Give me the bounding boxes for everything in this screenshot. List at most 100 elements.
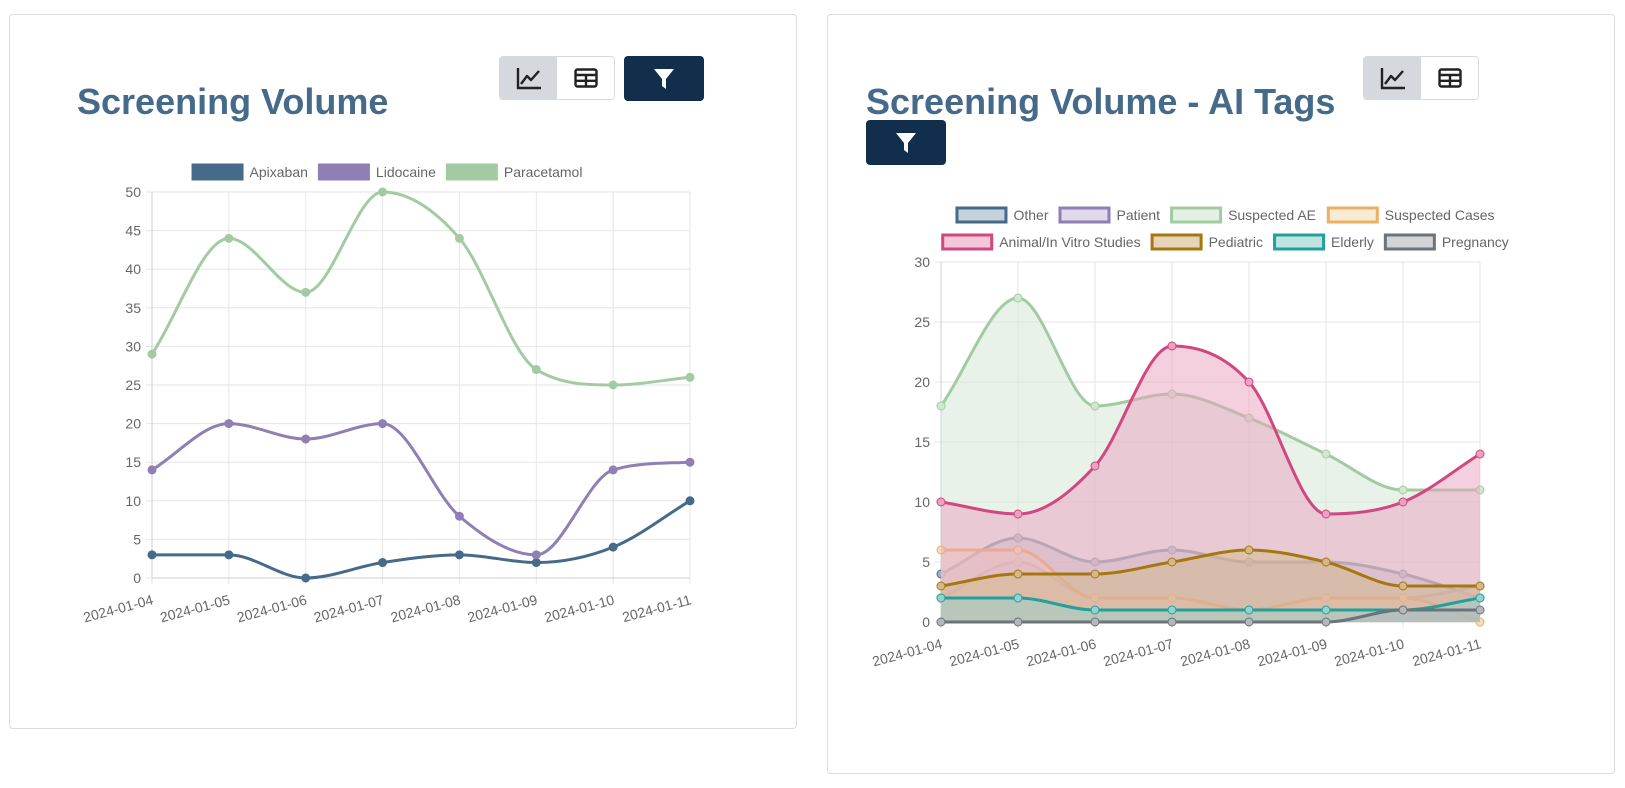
data-point bbox=[1475, 581, 1485, 591]
data-point bbox=[936, 401, 946, 411]
data-point bbox=[1475, 593, 1485, 603]
data-point bbox=[936, 581, 946, 591]
x-tick-label: 2024-01-04 bbox=[870, 635, 944, 669]
filter-button[interactable] bbox=[866, 120, 946, 165]
data-point bbox=[1321, 617, 1331, 627]
data-point bbox=[1013, 509, 1023, 519]
legend-label: Suspected Cases bbox=[1385, 207, 1495, 223]
data-point bbox=[1090, 461, 1100, 471]
legend-item-lidocaine[interactable]: Lidocaine bbox=[317, 163, 436, 181]
legend-swatch bbox=[955, 206, 1008, 224]
x-tick-label: 2024-01-07 bbox=[1101, 635, 1175, 669]
data-point bbox=[454, 233, 464, 243]
legend-swatch bbox=[1273, 233, 1326, 251]
legend-label: Paracetamol bbox=[504, 164, 583, 180]
x-tick-label: 2024-01-08 bbox=[1178, 635, 1252, 669]
data-point bbox=[531, 365, 541, 375]
legend-swatch bbox=[1150, 233, 1203, 251]
series-paracetamol bbox=[147, 187, 695, 390]
ai-tags-card: Screening Volume - AI Tags 0 5 10 15 20 25 30 2… bbox=[827, 14, 1615, 774]
y-tick-label: 40 bbox=[125, 261, 141, 277]
legend-label: Patient bbox=[1116, 207, 1160, 223]
series-animal-in-vitro-studies bbox=[936, 341, 1485, 622]
data-point bbox=[1013, 293, 1023, 303]
data-point bbox=[1475, 605, 1485, 615]
data-point bbox=[147, 465, 157, 475]
legend-label: Apixaban bbox=[250, 164, 308, 180]
legend-swatch bbox=[445, 163, 498, 181]
data-point bbox=[1475, 449, 1485, 459]
series-pediatric bbox=[936, 545, 1485, 622]
data-point bbox=[685, 496, 695, 506]
y-tick-label: 50 bbox=[125, 184, 141, 200]
legend-swatch bbox=[1170, 206, 1223, 224]
legend-item-apixaban[interactable]: Apixaban bbox=[191, 163, 308, 181]
legend-swatch bbox=[941, 233, 994, 251]
series-area-animal-in-vitro-studies bbox=[941, 346, 1480, 622]
legend-swatch bbox=[1326, 206, 1379, 224]
x-tick-label: 2024-01-06 bbox=[1024, 635, 1098, 669]
data-point bbox=[685, 457, 695, 467]
legend-item-elderly[interactable]: Elderly bbox=[1273, 233, 1374, 251]
data-point bbox=[936, 497, 946, 507]
y-tick-label: 15 bbox=[125, 454, 141, 470]
x-tick-label: 2024-01-06 bbox=[235, 591, 309, 625]
x-tick-label: 2024-01-11 bbox=[1410, 635, 1483, 669]
data-point bbox=[1398, 485, 1408, 495]
data-point bbox=[1090, 605, 1100, 615]
data-point bbox=[378, 558, 388, 568]
legend-swatch bbox=[1058, 206, 1111, 224]
data-point bbox=[1321, 449, 1331, 459]
data-point bbox=[147, 550, 157, 560]
series-line-pregnancy bbox=[940, 608, 1480, 624]
x-tick-label: 2024-01-05 bbox=[158, 591, 232, 625]
series-line-animal-in-vitro-studies bbox=[940, 344, 1481, 516]
legend-item-pregnancy[interactable]: Pregnancy bbox=[1383, 233, 1509, 251]
legend-item-suspected-cases[interactable]: Suspected Cases bbox=[1326, 206, 1495, 224]
chart-legend: Apixaban Lidocaine Paracetamol bbox=[191, 163, 583, 181]
table-icon bbox=[1437, 68, 1462, 88]
data-point bbox=[1321, 509, 1331, 519]
data-point bbox=[1321, 557, 1331, 567]
legend-swatch bbox=[1383, 233, 1436, 251]
y-tick-label: 25 bbox=[914, 314, 930, 330]
legend-item-suspected-ae[interactable]: Suspected AE bbox=[1170, 206, 1316, 224]
line-view-button[interactable] bbox=[1364, 57, 1421, 99]
legend-label: Lidocaine bbox=[376, 164, 436, 180]
filter-button[interactable] bbox=[624, 56, 704, 101]
x-tick-label: 2024-01-04 bbox=[81, 591, 155, 625]
legend-swatch bbox=[191, 163, 244, 181]
data-point bbox=[1244, 377, 1254, 387]
x-tick-label: 2024-01-10 bbox=[1332, 635, 1406, 669]
y-tick-label: 10 bbox=[125, 493, 141, 509]
data-point bbox=[454, 550, 464, 560]
line-view-button[interactable] bbox=[500, 57, 557, 99]
y-tick-label: 15 bbox=[914, 434, 930, 450]
table-view-button[interactable] bbox=[557, 57, 614, 99]
legend-item-animal-in-vitro-studies[interactable]: Animal/In Vitro Studies bbox=[941, 233, 1141, 251]
legend-item-paracetamol[interactable]: Paracetamol bbox=[445, 163, 583, 181]
legend-item-patient[interactable]: Patient bbox=[1058, 206, 1160, 224]
filter-icon bbox=[896, 132, 916, 153]
y-tick-label: 0 bbox=[133, 570, 141, 586]
legend-item-pediatric[interactable]: Pediatric bbox=[1150, 233, 1263, 251]
chart-legend: Other Patient Suspected AE Suspected Cases A… bbox=[941, 206, 1509, 251]
line-chart-icon bbox=[516, 68, 541, 90]
data-point bbox=[224, 419, 234, 429]
legend-label: Animal/In Vitro Studies bbox=[999, 234, 1140, 250]
table-view-button[interactable] bbox=[1421, 57, 1478, 99]
legend-item-other[interactable]: Other bbox=[955, 206, 1049, 224]
series-area-pediatric bbox=[941, 550, 1480, 622]
data-point bbox=[685, 372, 695, 382]
data-point bbox=[301, 573, 311, 583]
legend-label: Other bbox=[1013, 207, 1048, 223]
view-toggle bbox=[499, 56, 615, 100]
x-tick-label: 2024-01-09 bbox=[466, 591, 540, 625]
legend-swatch bbox=[317, 163, 370, 181]
data-point bbox=[1167, 341, 1177, 351]
series-line-paracetamol bbox=[150, 190, 691, 387]
data-point bbox=[1244, 545, 1254, 555]
data-point bbox=[378, 187, 388, 197]
x-tick-label: 2024-01-05 bbox=[947, 635, 1021, 669]
